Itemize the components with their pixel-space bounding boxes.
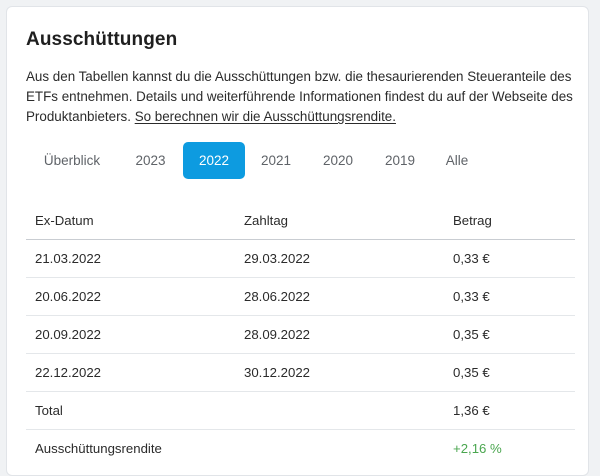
- payment-date-cell: 28.06.2022: [235, 277, 444, 316]
- yield-label: Ausschüttungsrendite: [35, 441, 162, 456]
- ex-date-cell: 22.12.2022: [26, 353, 235, 392]
- amount-cell: 0,35 €: [444, 353, 575, 392]
- distributions-table: Ex-Datum Zahltag Betrag 21.03.2022 29.03…: [26, 201, 575, 467]
- yield-empty-cell: [235, 430, 444, 468]
- header-payment-date: Zahltag: [235, 201, 444, 240]
- intro-paragraph: Aus den Tabellen kannst du die Ausschütt…: [26, 67, 576, 127]
- total-value: 1,36 €: [444, 391, 575, 430]
- tab-overview[interactable]: Überblick: [43, 153, 101, 168]
- total-row: Total 1,36 €: [26, 391, 575, 430]
- table-header-row: Ex-Datum Zahltag Betrag: [26, 201, 575, 240]
- total-label: Total: [26, 391, 235, 430]
- table-row: 20.06.2022 28.06.2022 0,33 €: [26, 277, 575, 316]
- total-empty-cell: [235, 391, 444, 430]
- amount-cell: 0,33 €: [444, 239, 575, 278]
- amount-cell: 0,33 €: [444, 277, 575, 316]
- tab-all[interactable]: Alle: [445, 153, 469, 168]
- table-row: 21.03.2022 29.03.2022 0,33 €: [26, 239, 575, 278]
- yield-calculation-link[interactable]: So berechnen wir die Ausschüttungsrendit…: [134, 109, 396, 124]
- tab-2020[interactable]: 2020: [322, 153, 354, 168]
- tab-2023[interactable]: 2023: [135, 153, 166, 168]
- amount-cell: 0,35 €: [444, 315, 575, 354]
- intro-text: Aus den Tabellen kannst du die Ausschütt…: [26, 69, 573, 124]
- ex-date-cell: 20.09.2022: [26, 315, 235, 354]
- table-row: 22.12.2022 30.12.2022 0,35 €: [26, 353, 575, 392]
- yield-row: Ausschüttungsrendite +2,16 %: [26, 430, 575, 468]
- payment-date-cell: 29.03.2022: [235, 239, 444, 278]
- payment-date-cell: 30.12.2022: [235, 353, 444, 392]
- tab-2022[interactable]: 2022: [183, 142, 245, 179]
- header-ex-date: Ex-Datum: [26, 201, 235, 240]
- year-tabs: Überblick 2023 2022 2021 2020 2019 Alle: [26, 142, 483, 179]
- section-title: Ausschüttungen: [26, 29, 178, 50]
- yield-value: +2,16 %: [453, 441, 502, 456]
- distributions-card: Ausschüttungen Aus den Tabellen kannst d…: [6, 6, 589, 476]
- ex-date-cell: 20.06.2022: [26, 277, 235, 316]
- header-amount: Betrag: [444, 201, 575, 240]
- tab-2019[interactable]: 2019: [384, 153, 416, 168]
- table-row: 20.09.2022 28.09.2022 0,35 €: [26, 315, 575, 354]
- ex-date-cell: 21.03.2022: [26, 239, 235, 278]
- payment-date-cell: 28.09.2022: [235, 315, 444, 354]
- tab-2021[interactable]: 2021: [260, 153, 292, 168]
